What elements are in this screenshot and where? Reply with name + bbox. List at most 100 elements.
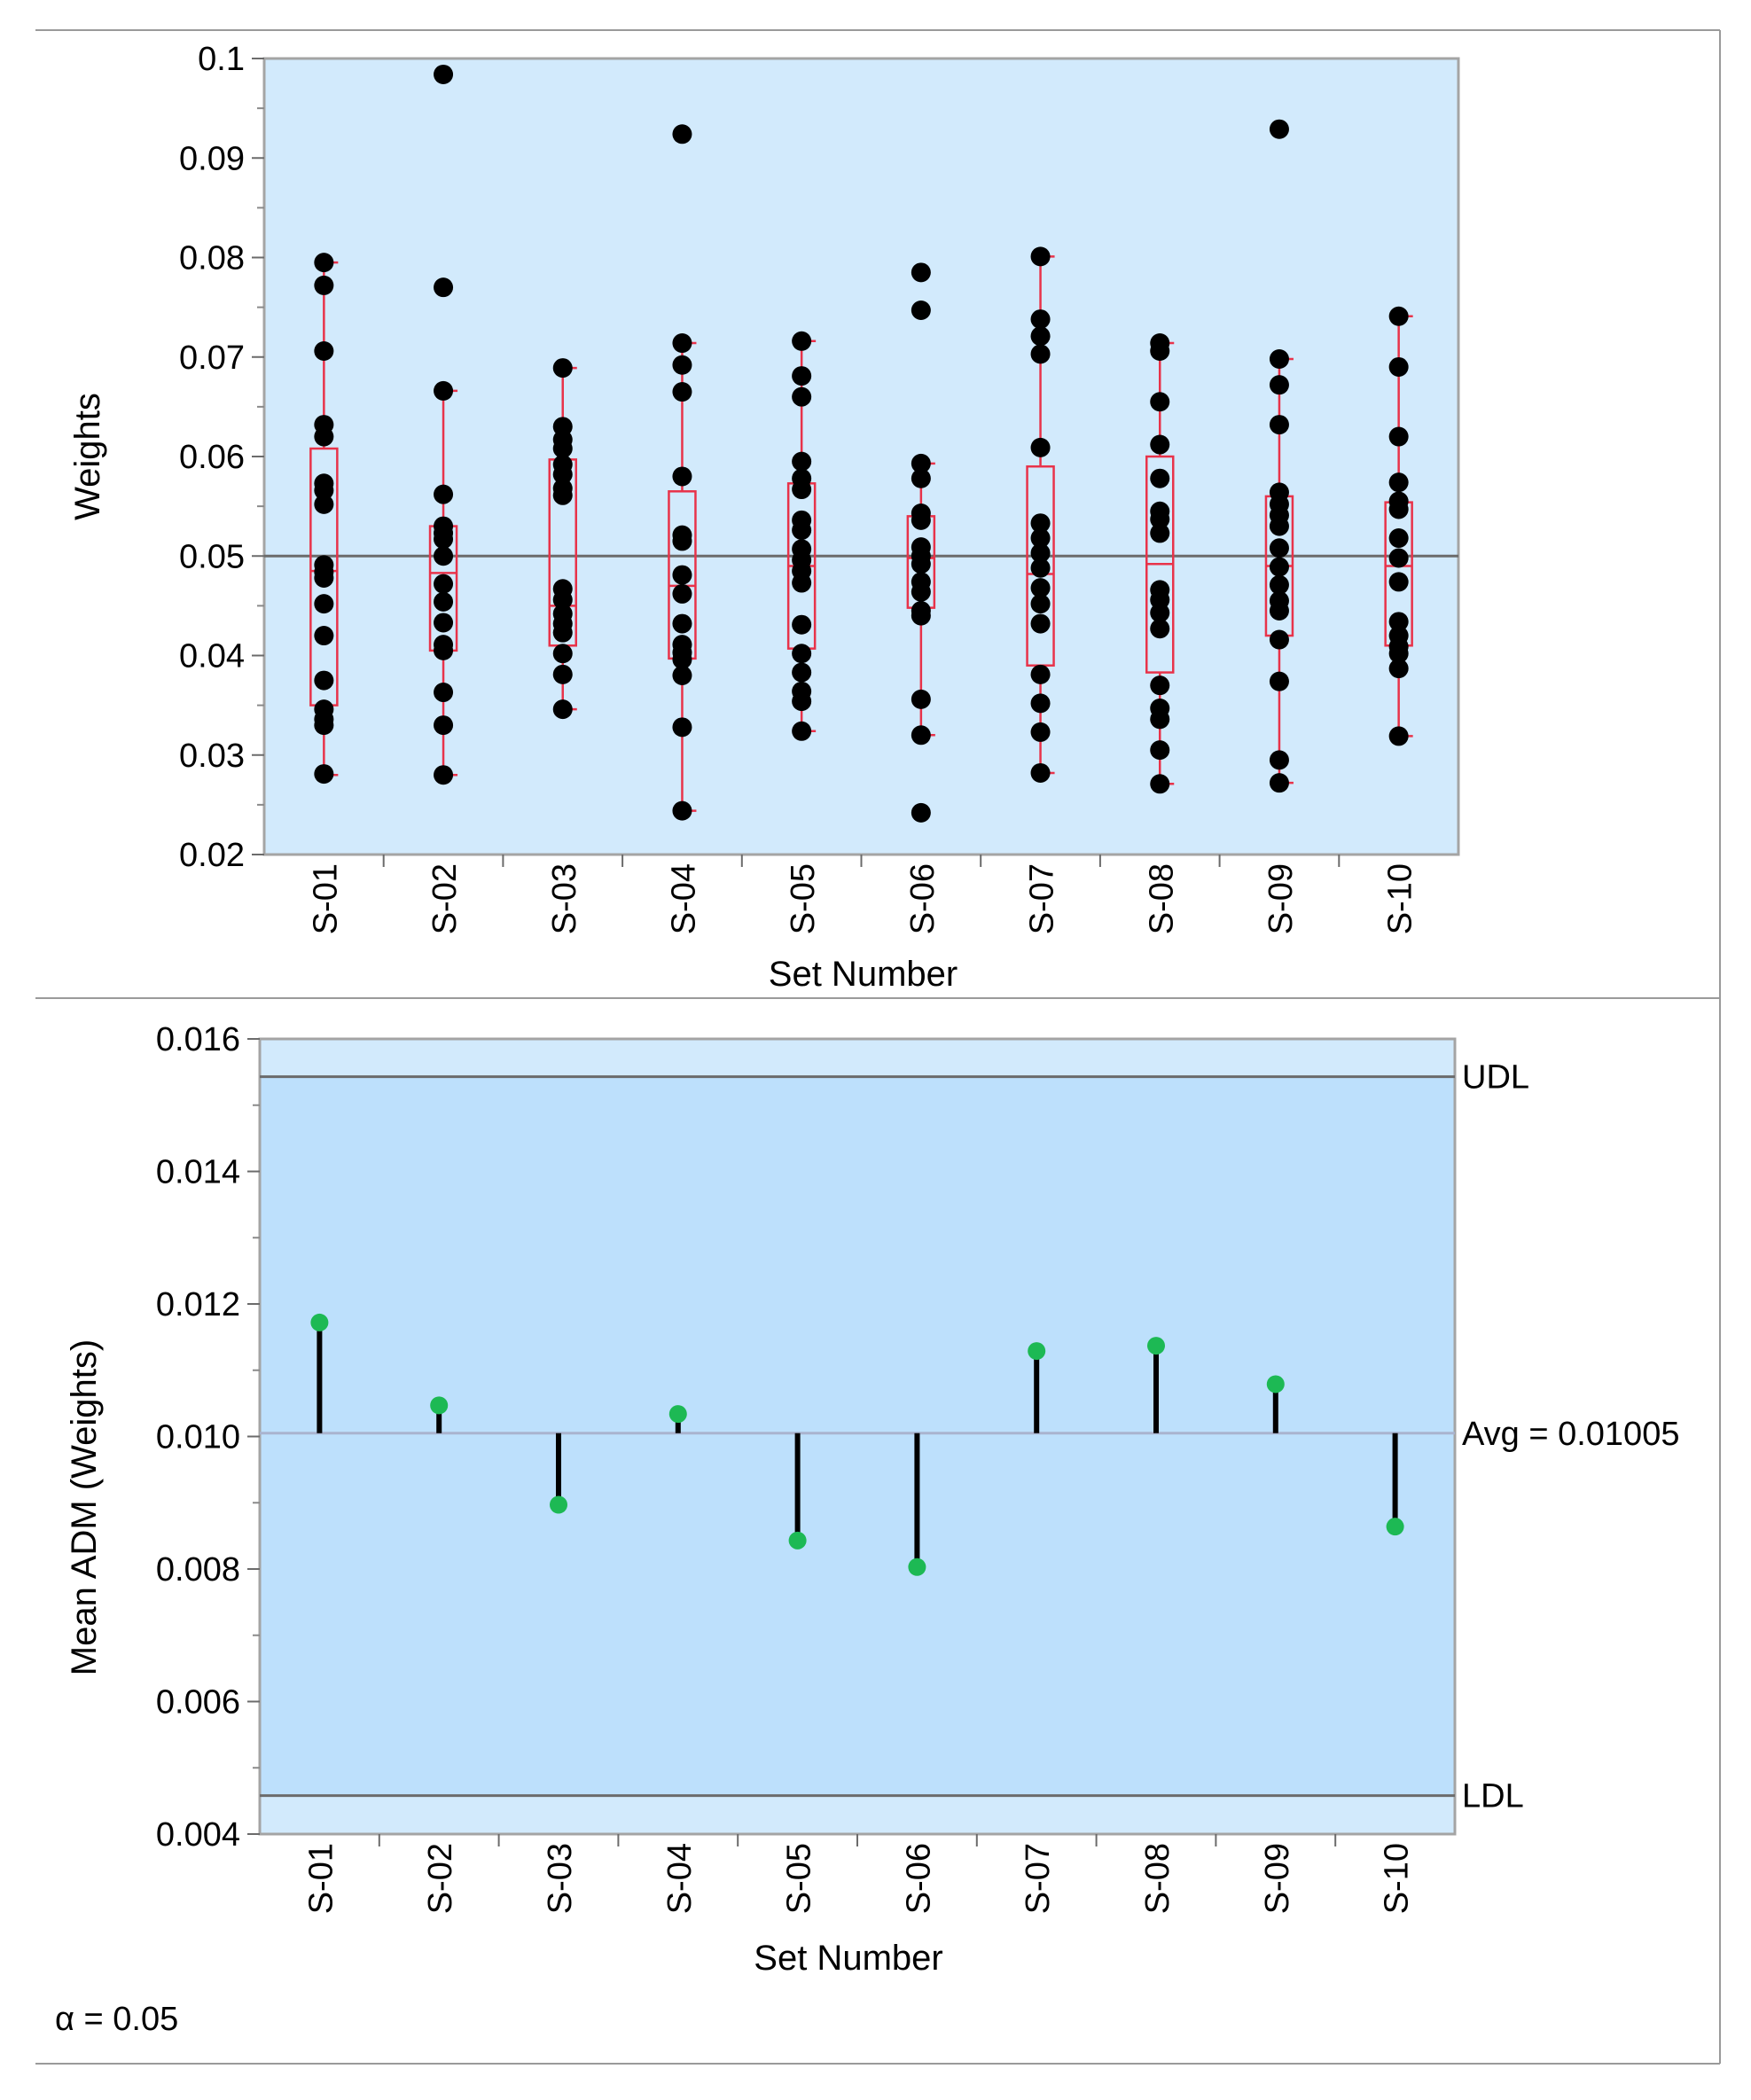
weight-point [1150,709,1170,730]
weights-y-axis-label: Weights [68,393,107,520]
adm-y-tick-label: 0.016 [156,1021,240,1058]
weight-point [911,725,931,746]
weight-point [792,662,812,683]
weight-point [1150,619,1170,639]
adm-x-tick-label: S-09 [1259,1843,1296,1914]
adm-y-tick-label: 0.004 [156,1816,240,1854]
weight-point [1150,523,1170,543]
weight-point [672,613,692,634]
adm-point [668,1405,687,1424]
weight-point [1150,434,1170,455]
avg-label: Avg = 0.01005 [1462,1416,1679,1453]
weight-point [672,583,692,604]
weight-point [1269,119,1289,139]
weight-point [434,683,454,703]
weight-point [792,480,812,500]
weights-y-tick-label: 0.04 [179,638,245,675]
weight-point [792,366,812,386]
weight-point [1388,612,1409,632]
weight-point [1030,528,1051,549]
weight-point [434,529,454,550]
weight-point [1269,629,1289,650]
weight-point [792,573,812,593]
weight-point [1150,675,1170,696]
weight-point [1269,574,1289,595]
adm-point [1028,1342,1046,1361]
weight-point [434,574,454,594]
alpha-footnote: α = 0.05 [55,2001,178,2038]
weight-point [672,124,692,144]
weight-point [1269,415,1289,435]
weight-point [672,649,692,669]
weight-point [1030,664,1051,684]
weight-point [1388,644,1409,664]
weight-point [792,331,812,351]
weight-point [1030,693,1051,714]
weight-point [672,531,692,551]
weight-point [434,484,454,504]
adm-y-tick-label: 0.006 [156,1684,240,1721]
adm-point [1147,1337,1165,1355]
weight-point [911,605,931,626]
weight-point [1388,499,1409,519]
weight-point [552,464,573,485]
weight-point [434,380,454,401]
weight-point [911,510,931,530]
weights-y-tick-label: 0.03 [179,738,245,775]
weight-point [314,670,334,691]
weight-point [1388,548,1409,568]
weights-x-axis-label: Set Number [769,955,958,994]
weight-point [314,594,334,614]
weights-x-tick-label: S-05 [785,863,822,934]
adm-y-tick-label: 0.010 [156,1419,240,1456]
weights-y-tick-label: 0.07 [179,340,245,377]
weight-point [1150,740,1170,761]
weights-y-tick-label: 0.06 [179,439,245,476]
weight-point [314,626,334,646]
weight-point [792,520,812,541]
weight-point [1269,671,1289,691]
weight-point [672,466,692,487]
weight-point [1388,306,1409,326]
adm-chart: 0.004 0.006 0.008 0.010 0.012 0.014 0.016 UDL Av… [55,1021,1679,2038]
weight-point [1030,309,1051,330]
weight-point [1388,472,1409,493]
adm-point [1266,1375,1285,1393]
weights-x-tick-label: S-10 [1382,863,1419,934]
adm-y-axis-label: Mean ADM (Weights) [65,1339,104,1675]
adm-x-tick-label: S-07 [1020,1843,1057,1914]
weight-point [434,640,454,660]
weights-x-tick-label: S-09 [1262,863,1300,934]
weight-point [1269,557,1289,577]
weight-point [672,333,692,354]
weight-point [1269,375,1289,395]
weight-point [911,453,931,473]
weight-point [792,721,812,741]
weight-point [1030,613,1051,634]
weight-point [911,262,931,283]
weight-point [911,582,931,602]
weight-point [1269,773,1289,793]
weights-x-tick-label: S-06 [904,863,942,934]
weight-point [1388,572,1409,592]
weight-point [434,715,454,736]
weight-point [552,699,573,720]
weight-point [1150,509,1170,529]
weight-point [552,664,573,684]
weight-point [434,613,454,633]
weight-point [792,644,812,664]
weight-point [1030,722,1051,742]
adm-x-tick-label: S-03 [542,1843,579,1914]
weight-point [1030,513,1051,534]
weight-point [434,277,454,298]
adm-point [908,1557,926,1576]
weight-point [792,691,812,712]
weight-point [434,765,454,785]
weight-point [672,800,692,821]
weight-point [434,546,454,566]
weight-point [1030,326,1051,347]
weights-x-tick-label: S-08 [1143,863,1180,934]
ldl-label: LDL [1462,1778,1524,1815]
